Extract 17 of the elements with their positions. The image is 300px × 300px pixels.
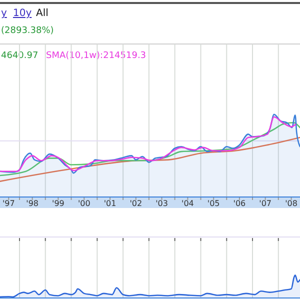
text: SMA(10,1w):214519.3	[46, 51, 146, 61]
x-tick-label: '05	[207, 199, 220, 208]
text: (2893.38%)	[1, 26, 54, 36]
x-tick-label: '03	[156, 199, 168, 208]
x-tick-label: '01	[104, 199, 116, 208]
text: 10y	[13, 8, 32, 19]
x-tick-label: '99	[52, 199, 64, 208]
x-tick-label: '98	[26, 199, 39, 208]
text: y	[1, 8, 7, 19]
x-tick-label: '02	[130, 199, 142, 208]
x-tick-label: '08	[285, 199, 298, 208]
x-tick-label: '97	[2, 199, 15, 208]
x-tick-label: '06	[233, 199, 246, 208]
x-tick-label: '04	[182, 199, 194, 208]
text: All	[36, 8, 48, 19]
x-tick-label: '00	[78, 199, 90, 208]
x-tick-label: '07	[259, 199, 272, 208]
